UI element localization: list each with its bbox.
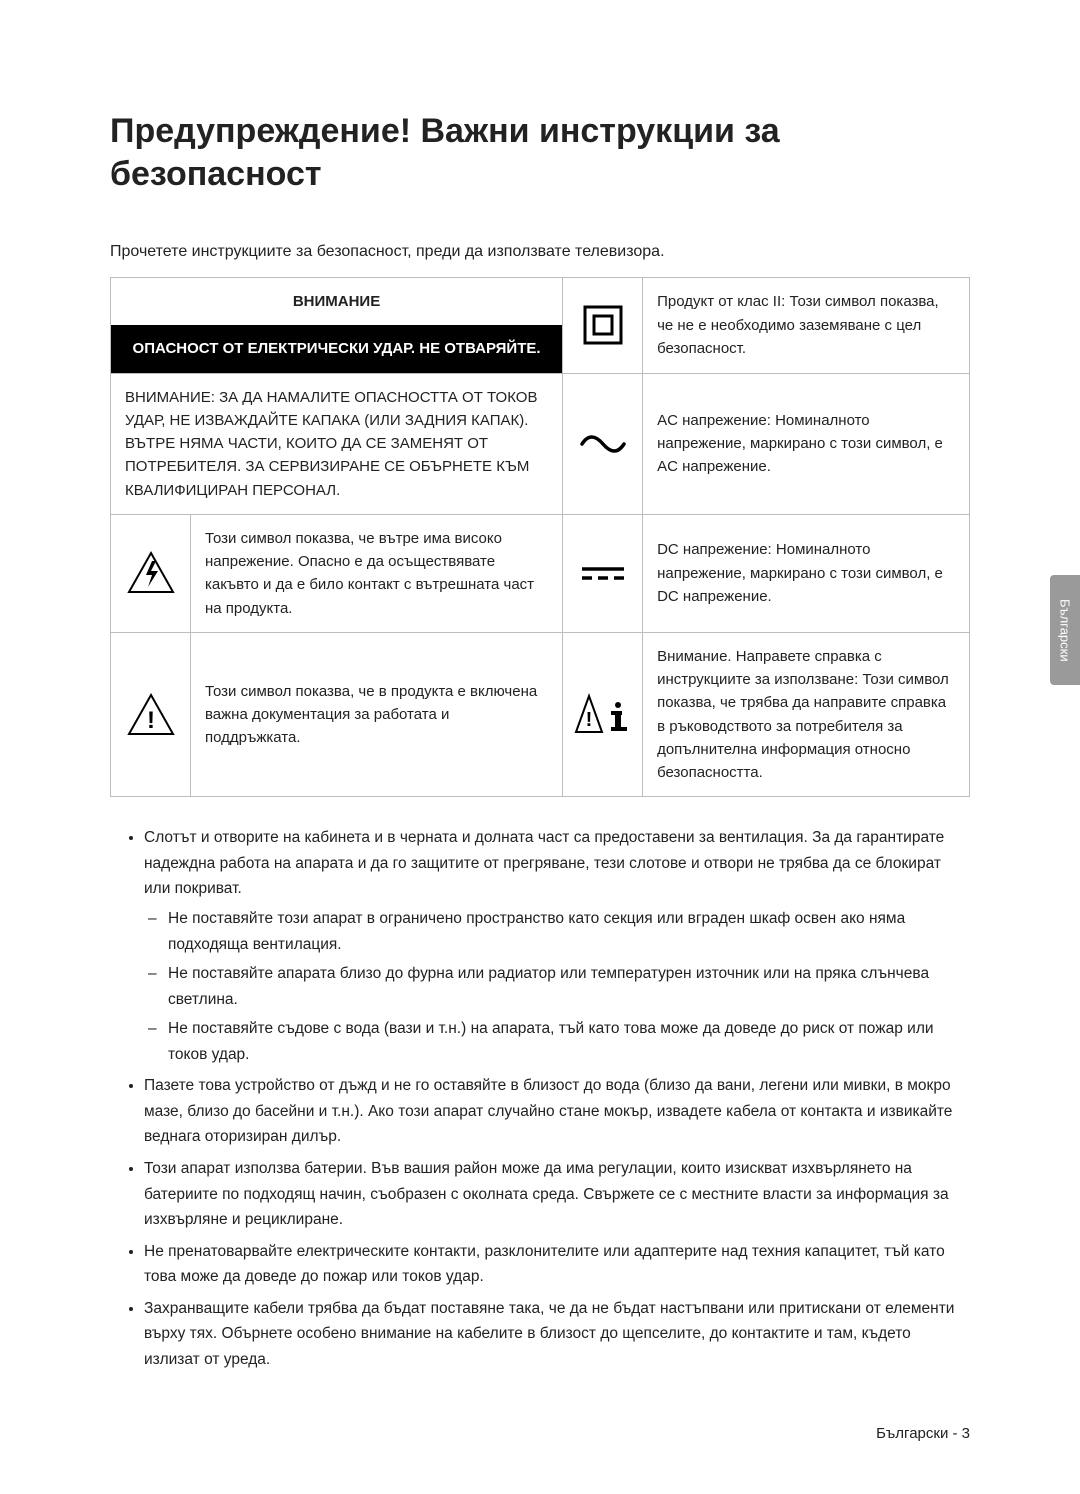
caution-text: ВНИМАНИЕ: ЗА ДА НАМАЛИТЕ ОПАСНОСТТА ОТ Т…	[111, 373, 563, 514]
dc-icon	[563, 514, 643, 632]
list-item: Не пренатоварвайте електрическите контак…	[144, 1239, 970, 1290]
documentation-text: Този символ показва, че в продукта е вкл…	[191, 632, 563, 797]
caution-header-bottom: ОПАСНОСТ ОТ ЕЛЕКТРИЧЕСКИ УДАР. НЕ ОТВАРЯ…	[111, 325, 563, 373]
safety-table: ВНИМАНИЕ Продукт от клас II: Този символ…	[110, 277, 970, 797]
intro-text: Прочетете инструкциите за безопасност, п…	[110, 243, 970, 261]
list-item: Пазете това устройство от дъжд и не го о…	[144, 1073, 970, 1150]
list-item: Този апарат използва батерии. Във вашия …	[144, 1156, 970, 1233]
svg-text:!: !	[147, 707, 155, 734]
page-title: Предупреждение! Важни инструкции за безо…	[110, 110, 970, 195]
class2-icon	[563, 278, 643, 374]
svg-text:!: !	[585, 709, 592, 731]
language-tab: Български	[1050, 575, 1080, 685]
caution-header-top: ВНИМАНИЕ	[111, 278, 563, 326]
page-footer: Български - 3	[876, 1425, 970, 1442]
class2-text: Продукт от клас II: Този символ показва,…	[643, 278, 970, 374]
sub-list-item: Не поставяйте съдове с вода (вази и т.н.…	[168, 1016, 970, 1067]
sub-list-item: Не поставяйте този апарат в ограничено п…	[168, 906, 970, 957]
ac-icon	[563, 373, 643, 514]
ac-text: AC напрежение: Номиналното напрежение, м…	[643, 373, 970, 514]
refer-text: Внимание. Направете справка с инструкции…	[643, 632, 970, 797]
sub-list-item: Не поставяйте апарата близо до фурна или…	[168, 961, 970, 1012]
list-item: Захранващите кабели трябва да бъдат пост…	[144, 1296, 970, 1373]
bullet-list: Слотът и отворите на кабинета и в чернат…	[110, 825, 970, 1372]
documentation-icon: !	[111, 632, 191, 797]
list-item: Слотът и отворите на кабинета и в чернат…	[144, 825, 970, 1067]
refer-icon: !	[563, 632, 643, 797]
high-voltage-icon	[111, 514, 191, 632]
high-voltage-text: Този символ показва, че вътре има високо…	[191, 514, 563, 632]
dc-text: DC напрежение: Номиналното напрежение, м…	[643, 514, 970, 632]
